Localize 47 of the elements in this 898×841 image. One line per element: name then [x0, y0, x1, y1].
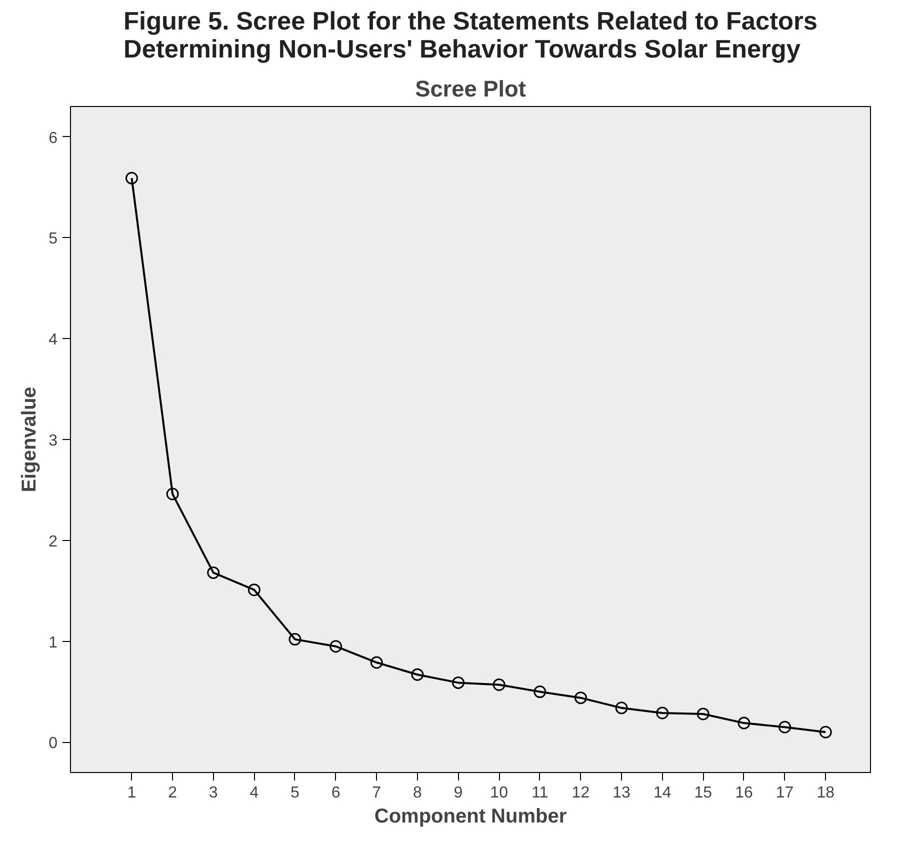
x-tick-label: 8: [412, 784, 422, 802]
point: [656, 706, 669, 720]
point: [778, 720, 792, 734]
y-axis-title: Eigenvalue: [18, 386, 41, 492]
point: [288, 633, 302, 646]
x-tick-label: 11: [532, 784, 548, 802]
x-tick-label: 2: [168, 784, 178, 802]
point: [452, 676, 465, 689]
x-tick-label: 15: [694, 784, 712, 802]
x-tick-label: 17: [776, 784, 794, 802]
chart-title: Figure 5. Scree Plot for the Statements Related to Factors Determining Non-Users' Behavior Towards Solar Energy: [124, 8, 818, 64]
point: [207, 566, 220, 579]
point: [370, 656, 383, 669]
x-tick-label: 13: [612, 784, 631, 802]
y-tick-label: 4: [48, 332, 58, 349]
point: [125, 172, 138, 184]
point: [534, 686, 546, 698]
x-tick-label: 9: [454, 784, 463, 802]
y-tick-label: 5: [48, 230, 58, 248]
point: [330, 640, 342, 653]
chart-subtitle: Scree Plot: [415, 76, 526, 102]
point: [696, 708, 710, 720]
x-tick-label: 16: [735, 784, 753, 802]
x-tick-label: 4: [250, 784, 259, 802]
x-tick-label: 12: [572, 784, 590, 802]
x-tick-label: 10: [490, 784, 508, 802]
y-tick-label: 1: [48, 634, 58, 652]
point: [574, 692, 587, 704]
y-tick-label: 2: [48, 533, 58, 550]
point: [492, 678, 506, 691]
x-tick-label: 7: [372, 784, 382, 802]
x-tick-label: 1: [127, 784, 136, 802]
point: [615, 702, 628, 714]
y-tick-label: 6: [48, 130, 58, 147]
point: [411, 668, 424, 681]
point: [819, 726, 832, 738]
x-tick-label: 18: [816, 784, 835, 802]
x-tick-label: 6: [331, 784, 340, 802]
x-tick-label: 14: [653, 784, 672, 802]
x-axis-title: Component Number: [374, 806, 567, 828]
y-tick-label: 3: [48, 432, 58, 450]
point: [248, 584, 260, 596]
x-tick-label: 3: [208, 784, 218, 802]
y-tick-label: 0: [48, 735, 58, 752]
point: [166, 488, 179, 500]
point: [738, 716, 750, 730]
x-tick-label: 5: [290, 784, 300, 802]
